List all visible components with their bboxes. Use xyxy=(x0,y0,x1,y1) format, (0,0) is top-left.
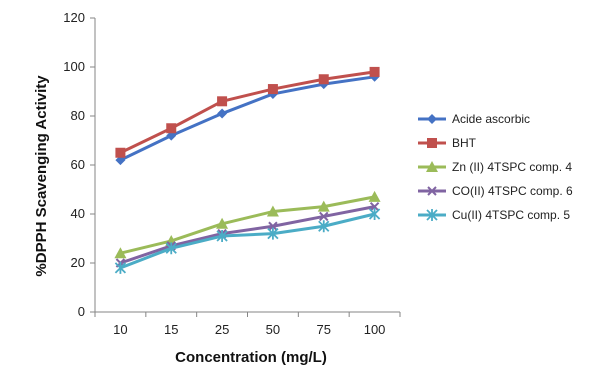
data-point xyxy=(114,261,127,274)
legend-item: Acide ascorbic xyxy=(418,112,530,126)
data-point xyxy=(216,217,229,229)
y-tick-label: 40 xyxy=(71,206,85,221)
data-point xyxy=(317,200,330,212)
legend-label: Cu(II) 4TSPC comp. 5 xyxy=(452,208,570,222)
legend-marker xyxy=(426,209,438,221)
data-point xyxy=(268,221,278,231)
series-2 xyxy=(115,66,380,158)
legend-item: CO(II) 4TSPC comp. 6 xyxy=(418,184,573,198)
series-line xyxy=(119,75,375,162)
legend-item: BHT xyxy=(418,136,477,150)
legend-label: CO(II) 4TSPC comp. 6 xyxy=(452,184,573,198)
legend-marker xyxy=(427,138,437,148)
series-line xyxy=(119,212,375,270)
data-point xyxy=(217,96,228,107)
data-point xyxy=(368,190,381,202)
series-1 xyxy=(115,71,380,166)
data-point xyxy=(368,208,381,220)
data-point xyxy=(319,211,329,222)
legend: Acide ascorbic BHT Zn (II) 4TSPC comp. 4 CO… xyxy=(418,112,573,222)
y-tick-label: 80 xyxy=(71,108,85,123)
y-tick-label: 0 xyxy=(78,304,85,319)
data-point xyxy=(267,84,278,95)
data-point xyxy=(165,242,177,255)
series-line xyxy=(119,70,375,155)
legend-item: Cu(II) 4TSPC comp. 5 xyxy=(418,208,570,222)
series-5 xyxy=(114,208,381,274)
data-point xyxy=(216,230,228,243)
x-tick-label: 25 xyxy=(215,322,229,337)
data-point xyxy=(266,205,279,217)
series-line xyxy=(120,195,375,255)
x-tick-label: 10 xyxy=(113,322,127,337)
data-point xyxy=(369,66,380,77)
legend-item: Zn (II) 4TSPC comp. 4 xyxy=(418,160,572,174)
data-point xyxy=(318,74,329,85)
data-point xyxy=(369,201,380,212)
data-point xyxy=(267,227,279,240)
legend-marker xyxy=(426,161,438,172)
legend-marker xyxy=(427,114,437,124)
data-point xyxy=(115,147,126,158)
legend-label: BHT xyxy=(452,136,477,150)
x-axis: 10 15 25 50 75 100 xyxy=(94,311,401,337)
series-line xyxy=(119,205,375,265)
y-tick-label: 120 xyxy=(63,10,85,25)
data-point xyxy=(166,123,177,134)
x-tick-label: 15 xyxy=(164,322,178,337)
y-axis-title: %DPPH Scavenging Activity xyxy=(33,75,50,277)
legend-label: Acide ascorbic xyxy=(452,112,530,126)
x-axis-title: Concentration (mg/L) xyxy=(175,349,327,366)
y-tick-label: 100 xyxy=(63,59,85,74)
x-tick-label: 50 xyxy=(266,322,280,337)
y-tick-label: 20 xyxy=(71,255,85,270)
x-tick-label: 75 xyxy=(317,322,331,337)
plot-area xyxy=(114,66,381,274)
series-3 xyxy=(114,190,381,259)
legend-label: Zn (II) 4TSPC comp. 4 xyxy=(452,160,572,174)
data-point xyxy=(114,247,127,259)
legend-marker xyxy=(427,186,437,196)
data-point xyxy=(318,220,330,233)
y-axis: 0 20 40 60 80 100 120 xyxy=(63,10,96,319)
y-tick-label: 60 xyxy=(71,157,85,172)
data-point xyxy=(217,108,228,119)
x-tick-label: 100 xyxy=(364,322,386,337)
